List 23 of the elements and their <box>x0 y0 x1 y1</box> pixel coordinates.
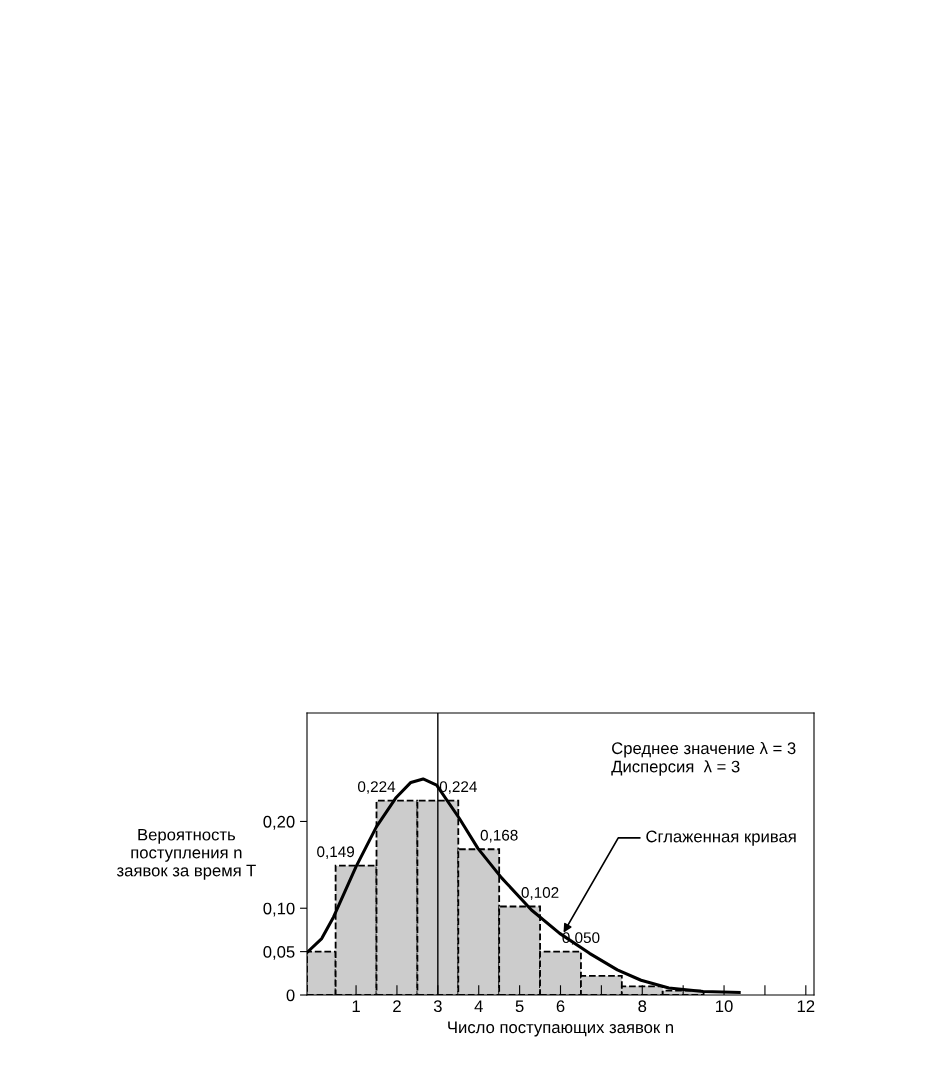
x-tick-label: 8 <box>638 1000 647 1013</box>
data-label: 0,224 <box>439 781 477 794</box>
data-label: 0,102 <box>521 887 559 900</box>
data-label: 0,224 <box>357 781 396 794</box>
x-tick-label: 3 <box>433 1000 442 1013</box>
x-tick-label: 6 <box>556 1000 565 1013</box>
y-tick-label: 0 <box>286 989 295 1002</box>
x-tick-label: 2 <box>393 1000 401 1012</box>
annotation: Дисперсия λ = 3 <box>611 760 740 776</box>
x-tick-label: 12 <box>797 1000 815 1012</box>
y-tick-label: 0,20 <box>263 815 295 830</box>
x-tick-label: 10 <box>716 1000 733 1013</box>
data-label: 0,168 <box>480 829 518 843</box>
y-axis-title: Вероятность поступления n заявок за время T <box>116 828 256 880</box>
x-axis-title: Число поступающих заявок n <box>448 1021 674 1037</box>
data-label: 0,149 <box>317 846 355 859</box>
x-tick-label: 1 <box>352 1000 360 1012</box>
x-tick-label: 4 <box>474 1000 483 1012</box>
y-tick-label: 0,10 <box>263 902 295 917</box>
y-tick-label: 0,05 <box>263 946 295 960</box>
x-tick-label: 5 <box>515 1000 524 1013</box>
annotation: Сглаженная кривая <box>646 830 796 846</box>
annotation: Среднее значение λ = 3 <box>612 741 796 758</box>
